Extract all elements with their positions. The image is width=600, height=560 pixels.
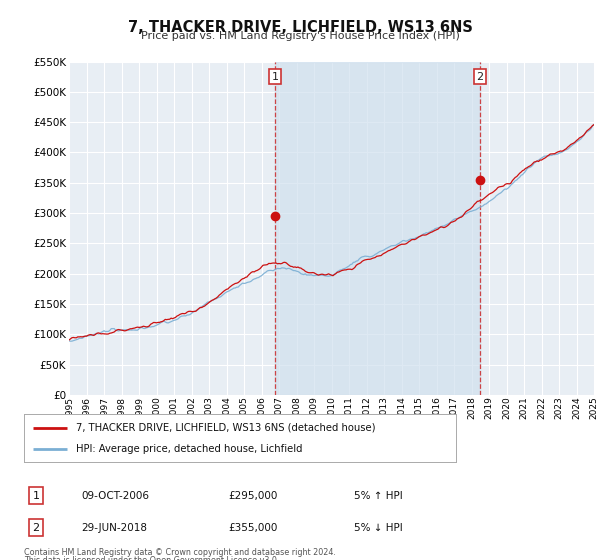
Text: 09-OCT-2006: 09-OCT-2006 [81, 491, 149, 501]
Text: Contains HM Land Registry data © Crown copyright and database right 2024.: Contains HM Land Registry data © Crown c… [24, 548, 336, 557]
Text: £355,000: £355,000 [228, 522, 277, 533]
Bar [275, 62, 480, 395]
Text: 5% ↑ HPI: 5% ↑ HPI [354, 491, 403, 501]
Text: 7, THACKER DRIVE, LICHFIELD, WS13 6NS: 7, THACKER DRIVE, LICHFIELD, WS13 6NS [128, 20, 472, 35]
Text: 2: 2 [476, 72, 484, 82]
Text: This data is licensed under the Open Government Licence v3.0.: This data is licensed under the Open Gov… [24, 556, 280, 560]
Text: 1: 1 [32, 491, 40, 501]
Text: 29-JUN-2018: 29-JUN-2018 [81, 522, 147, 533]
Text: 5% ↓ HPI: 5% ↓ HPI [354, 522, 403, 533]
Text: £295,000: £295,000 [228, 491, 277, 501]
Text: 2: 2 [32, 522, 40, 533]
Text: Price paid vs. HM Land Registry's House Price Index (HPI): Price paid vs. HM Land Registry's House … [140, 31, 460, 41]
Text: 7, THACKER DRIVE, LICHFIELD, WS13 6NS (detached house): 7, THACKER DRIVE, LICHFIELD, WS13 6NS (d… [76, 423, 376, 433]
Text: 1: 1 [271, 72, 278, 82]
Text: HPI: Average price, detached house, Lichfield: HPI: Average price, detached house, Lich… [76, 444, 302, 454]
